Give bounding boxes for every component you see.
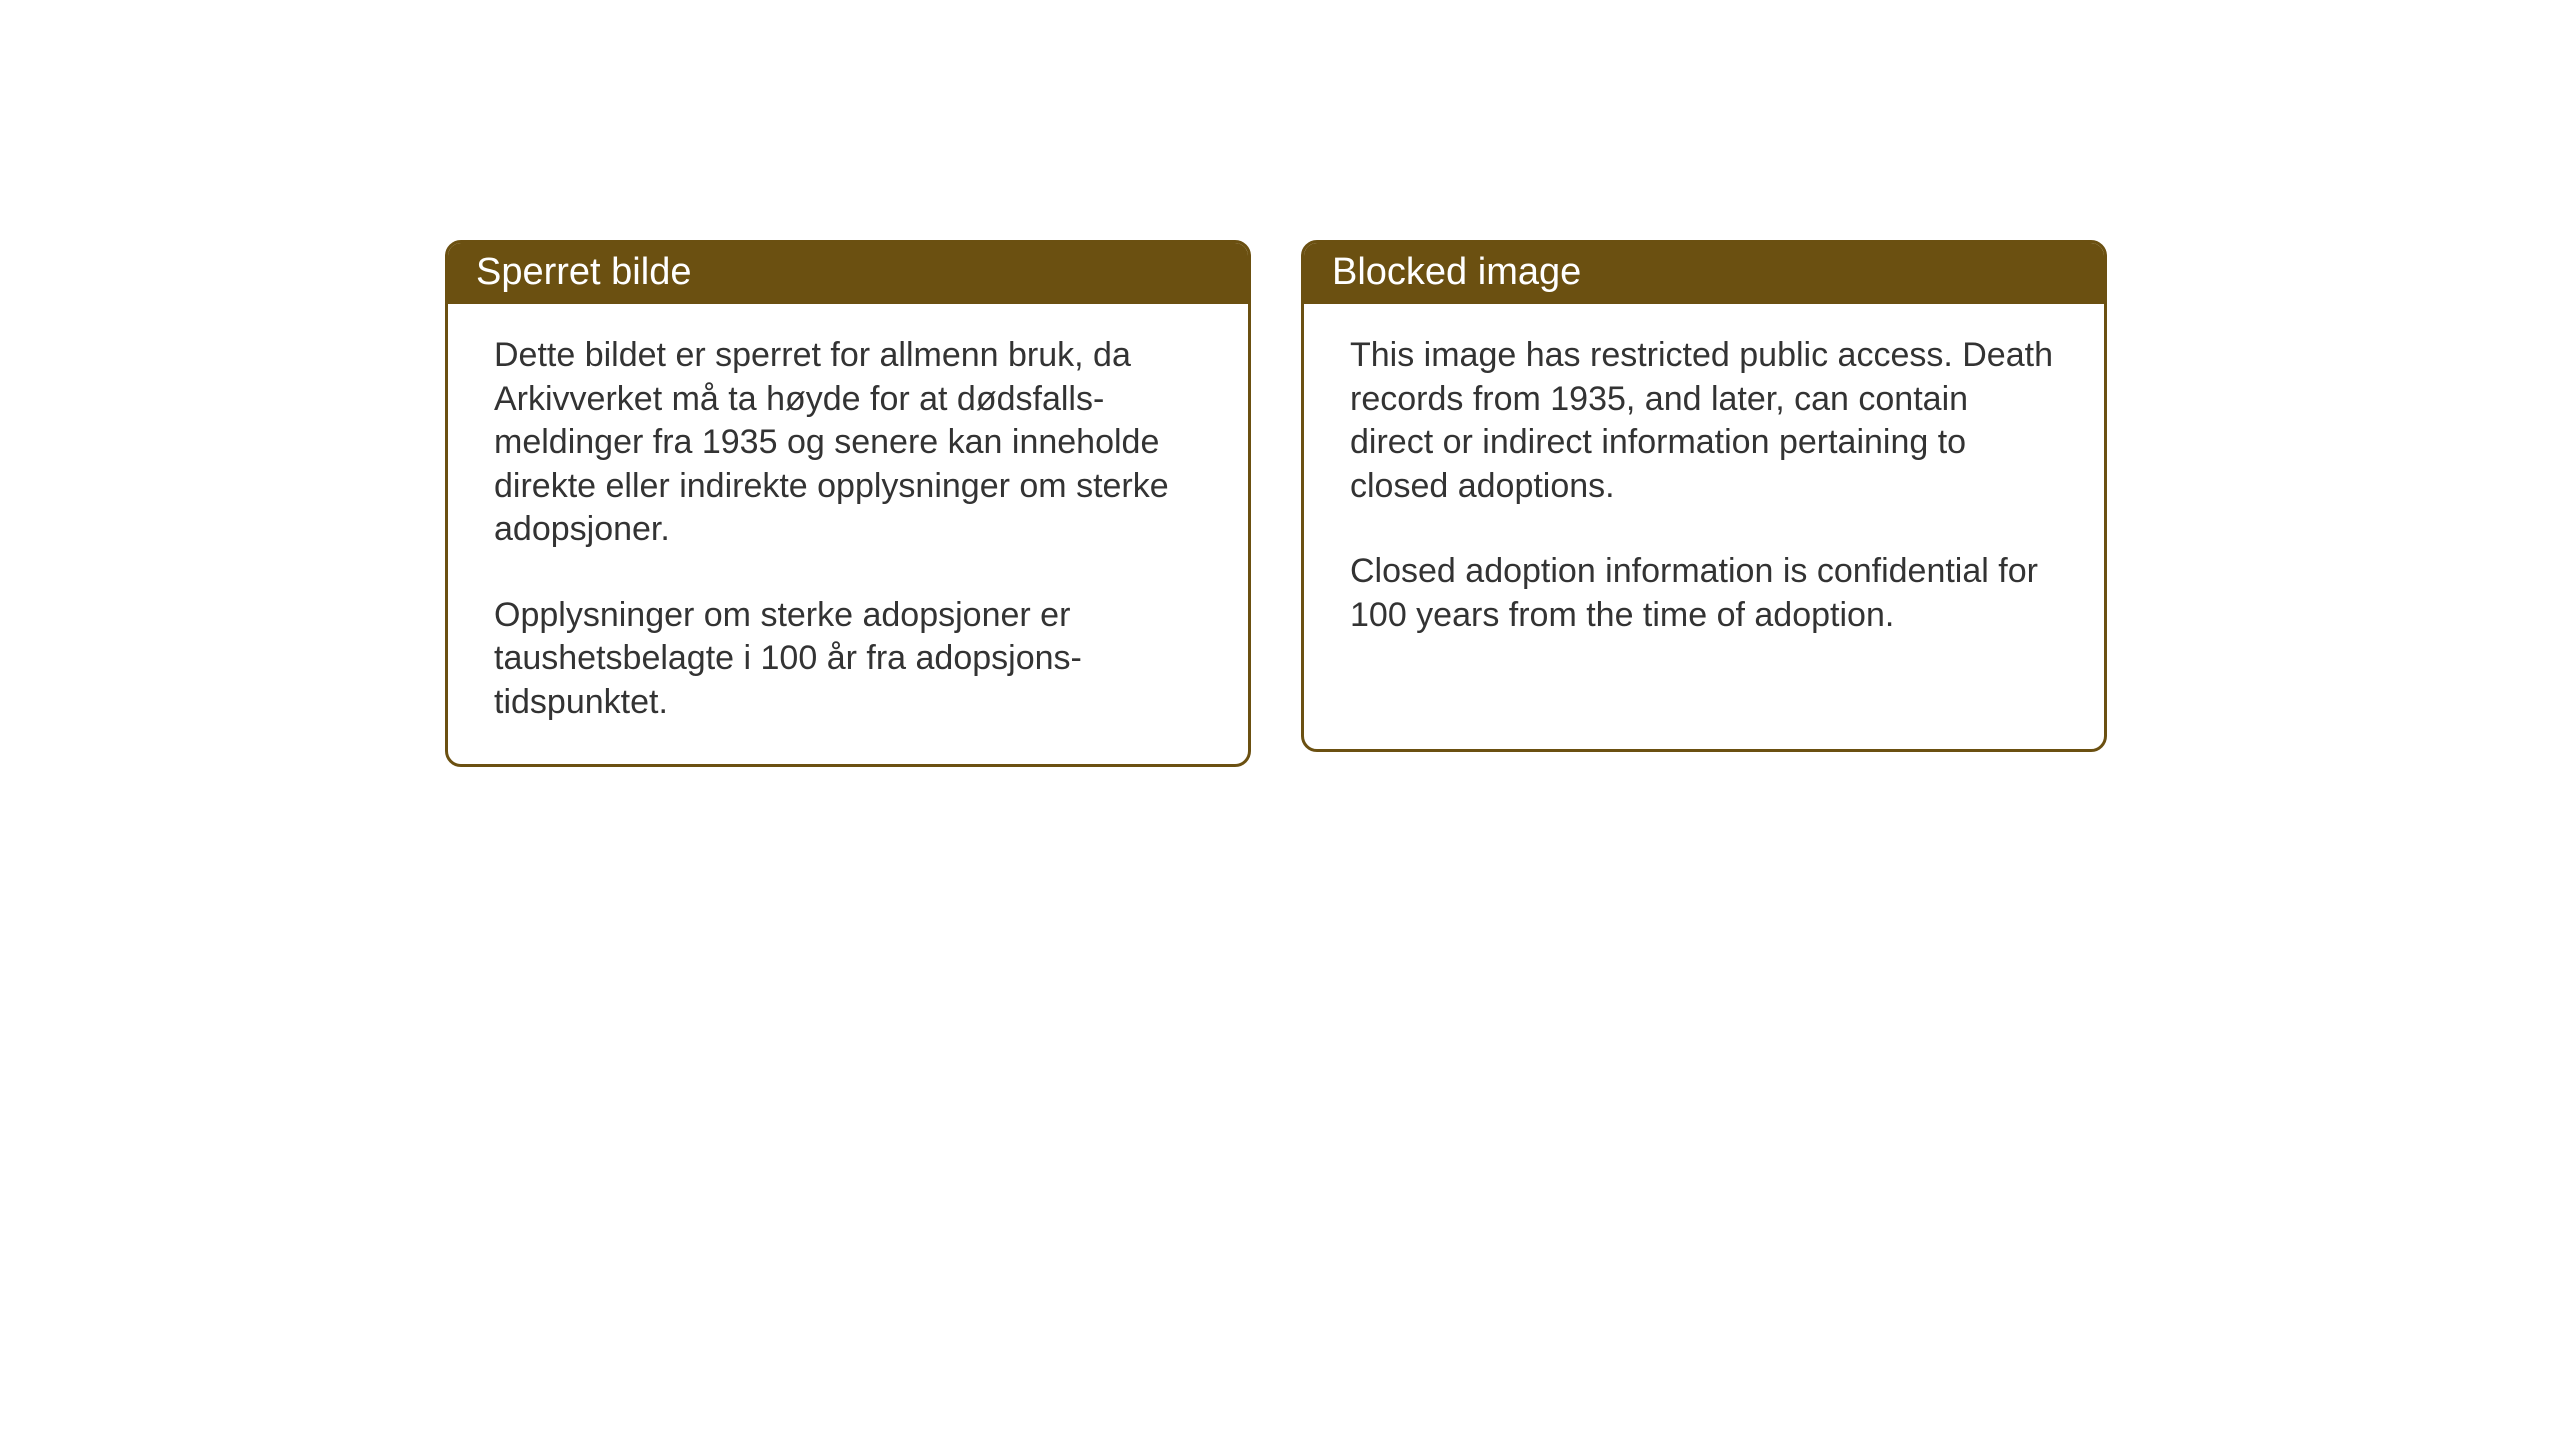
notice-header-norwegian: Sperret bilde <box>448 243 1248 304</box>
notice-header-english: Blocked image <box>1304 243 2104 304</box>
notice-box-english: Blocked image This image has restricted … <box>1301 240 2107 752</box>
notice-box-norwegian: Sperret bilde Dette bildet er sperret fo… <box>445 240 1251 767</box>
notice-paragraph-1-norwegian: Dette bildet er sperret for allmenn bruk… <box>494 334 1202 552</box>
notice-body-english: This image has restricted public access.… <box>1304 304 2104 677</box>
notice-paragraph-1-english: This image has restricted public access.… <box>1350 334 2058 508</box>
notice-container: Sperret bilde Dette bildet er sperret fo… <box>445 240 2107 767</box>
notice-body-norwegian: Dette bildet er sperret for allmenn bruk… <box>448 304 1248 764</box>
notice-paragraph-2-norwegian: Opplysninger om sterke adopsjoner er tau… <box>494 594 1202 725</box>
notice-paragraph-2-english: Closed adoption information is confident… <box>1350 550 2058 637</box>
